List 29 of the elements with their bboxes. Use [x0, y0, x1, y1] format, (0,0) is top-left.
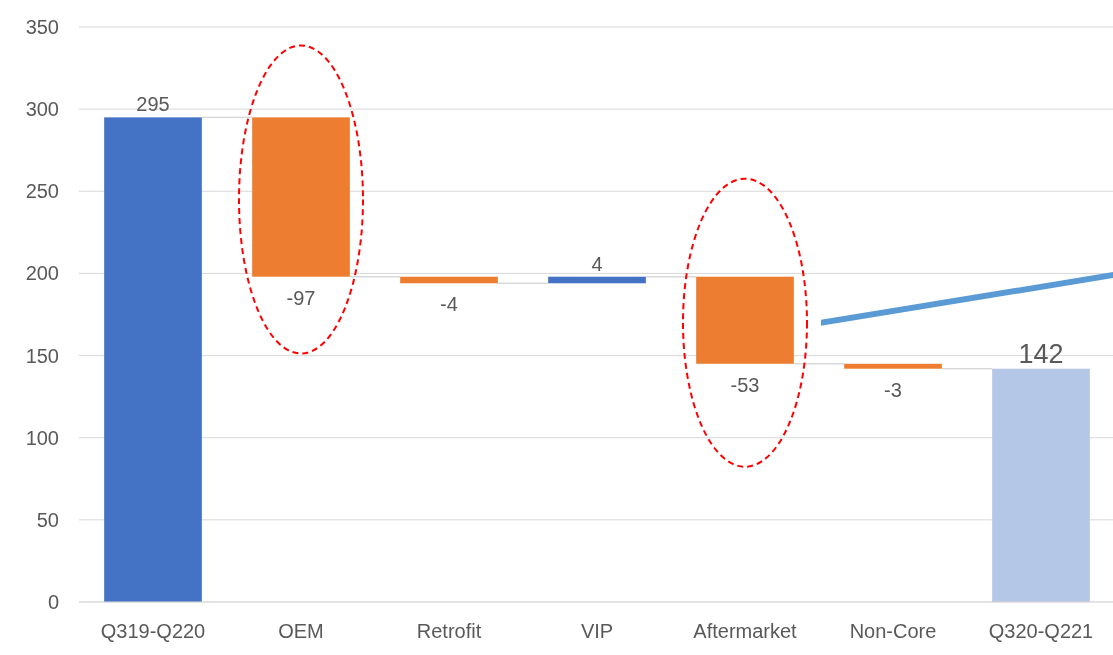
- data-label: 295: [136, 93, 170, 116]
- y-tick-label: 200: [25, 262, 59, 285]
- data-label: -3: [884, 378, 902, 401]
- bar: [992, 368, 1090, 602]
- y-tick-label: 300: [25, 98, 59, 121]
- data-label: 4: [591, 252, 603, 275]
- x-tick-label: Q320-Q221: [988, 620, 1094, 642]
- y-tick-label: 250: [25, 180, 59, 203]
- y-tick-label: 350: [25, 16, 59, 38]
- bar: [844, 363, 942, 369]
- y-tick-label: 0: [47, 591, 59, 613]
- bar: [104, 117, 202, 602]
- data-label: -4: [440, 293, 458, 316]
- x-tick-label: Non-Core: [849, 620, 937, 642]
- bar: [696, 276, 794, 364]
- bar: [400, 276, 498, 284]
- data-label: 142: [1018, 338, 1064, 369]
- data-label: -53: [730, 373, 760, 396]
- y-tick-label: 100: [25, 426, 59, 449]
- x-tick-label: Aftermarket: [693, 620, 798, 642]
- y-tick-label: 50: [36, 508, 59, 531]
- x-tick-label: OEM: [278, 620, 324, 642]
- data-label: -97: [286, 286, 316, 309]
- bar: [252, 117, 350, 277]
- x-tick-label: VIP: [580, 620, 614, 642]
- bar: [548, 276, 646, 284]
- y-tick-label: 150: [25, 344, 59, 367]
- x-tick-label: Retrofit: [416, 620, 482, 642]
- x-tick-label: Q319-Q220: [100, 620, 206, 642]
